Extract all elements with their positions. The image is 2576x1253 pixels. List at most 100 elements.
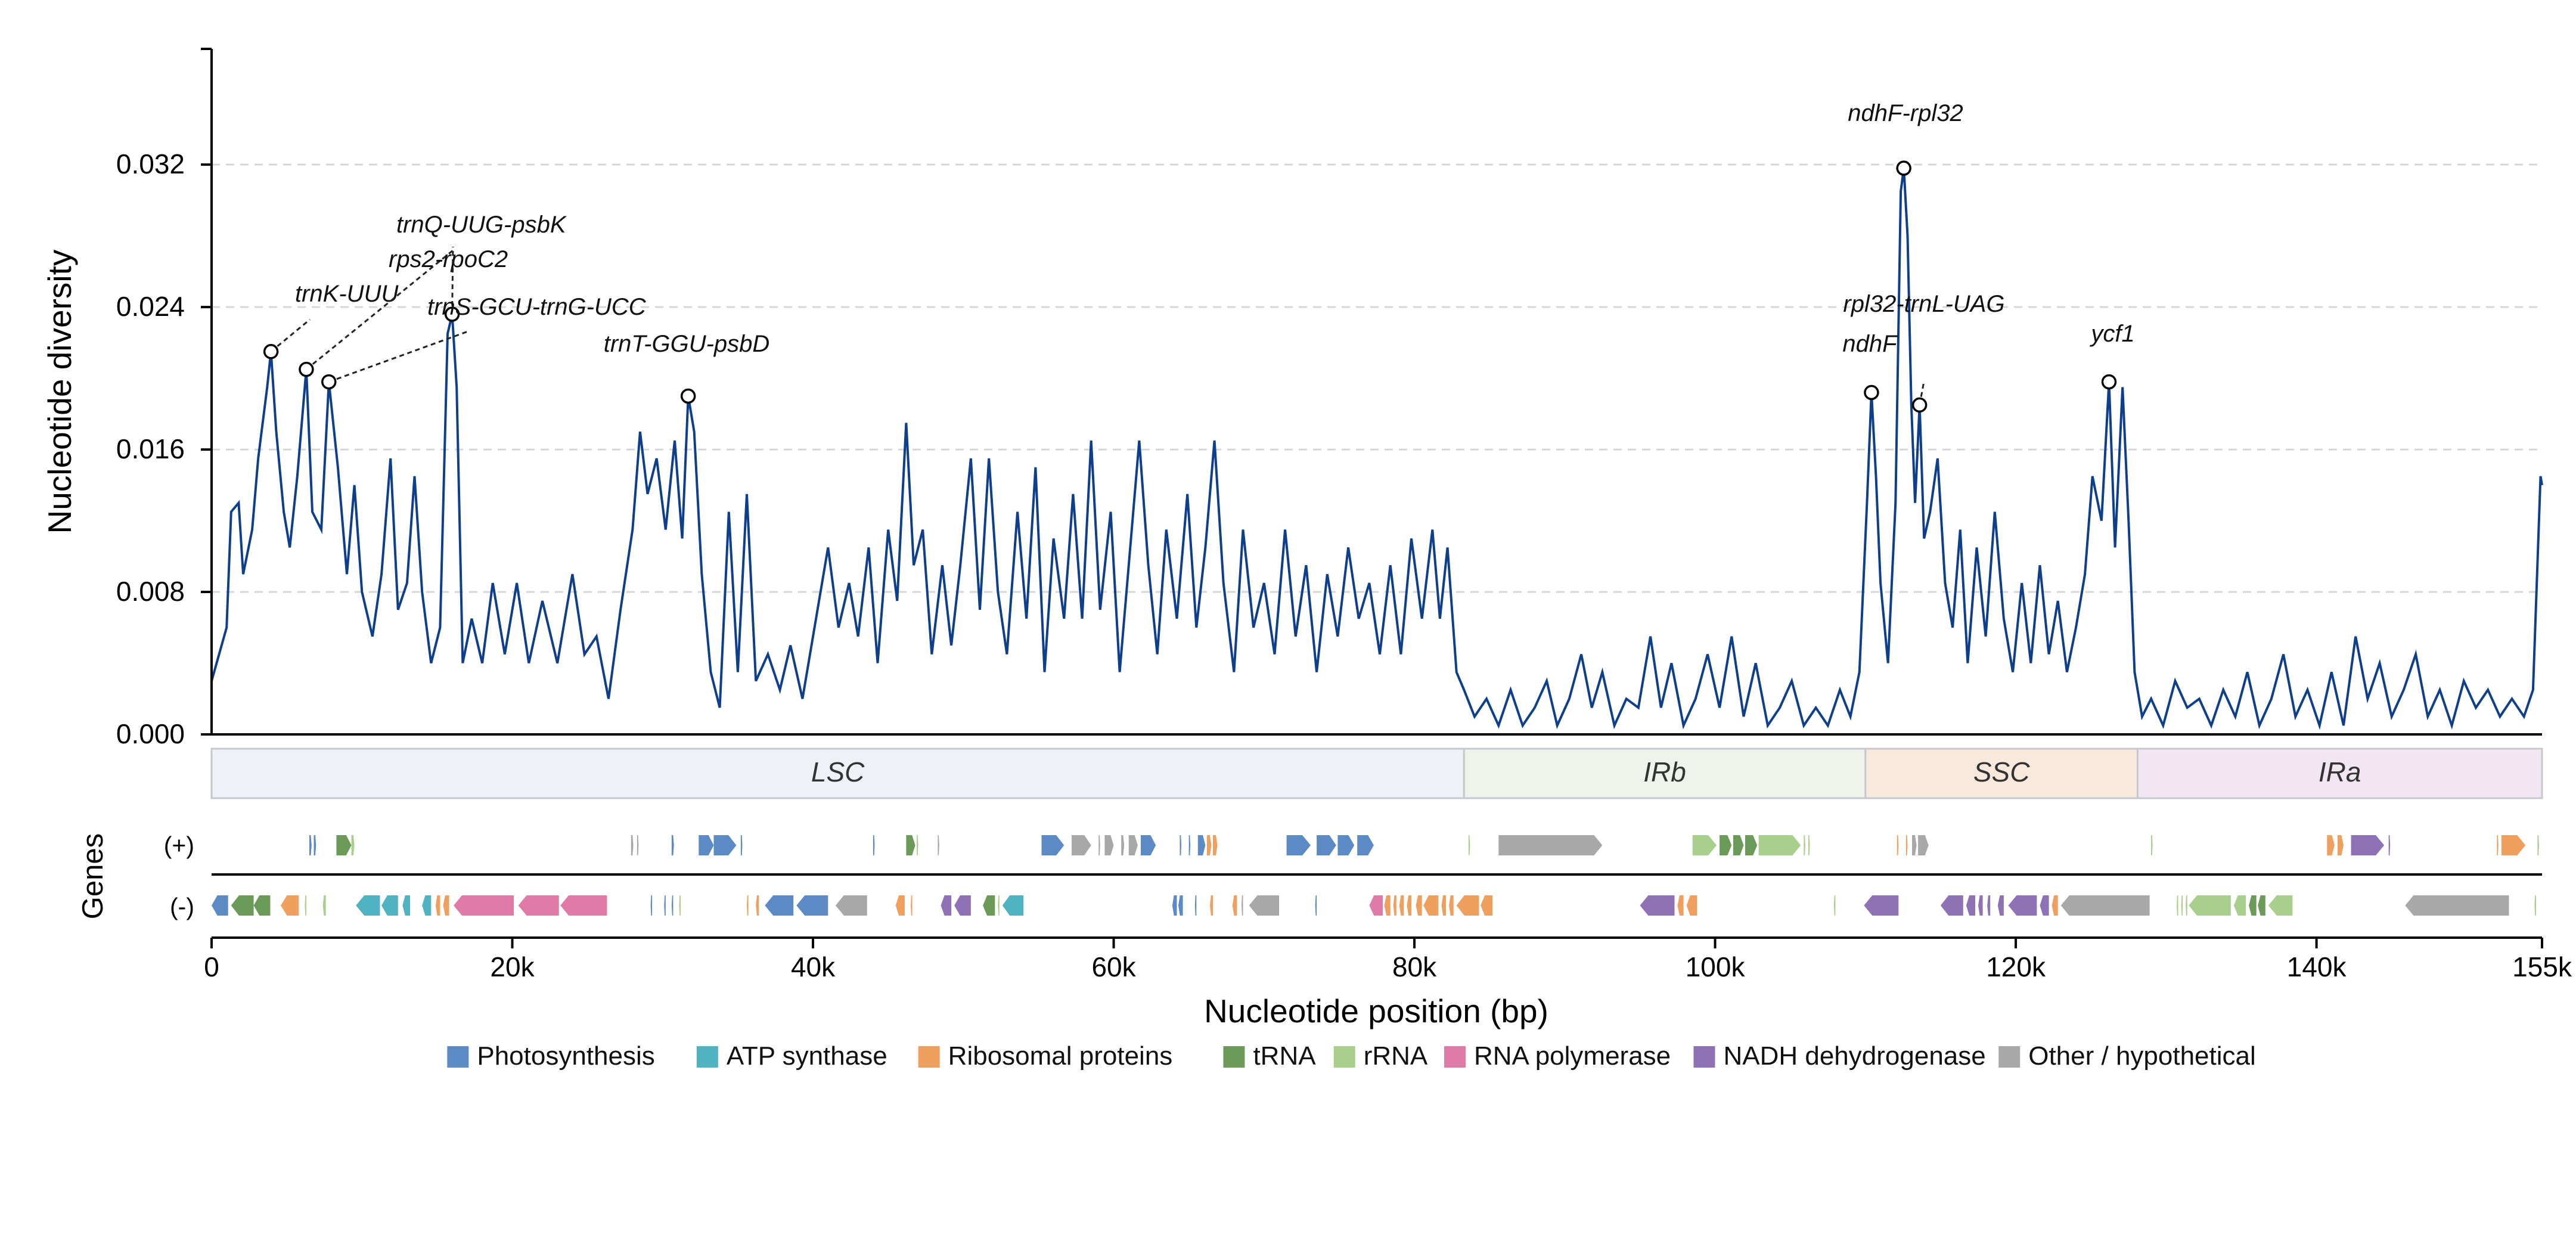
gene-block — [2501, 835, 2526, 855]
y-axis-label: Nucleotide diversity — [41, 249, 78, 534]
y-tick-label: 0.016 — [116, 433, 185, 464]
gene-block — [637, 835, 639, 855]
x-tick-label: 60k — [1091, 951, 1136, 982]
gene-block — [1393, 895, 1396, 916]
legend-label: Photosynthesis — [477, 1041, 654, 1071]
highlight-label: trnT-GGU-psbD — [604, 331, 770, 357]
gene-block — [2534, 895, 2536, 916]
highlight-label: ndhF-rpl32 — [1848, 100, 1963, 126]
highlight-marker — [321, 374, 337, 390]
gene-block — [402, 895, 410, 916]
gene-block — [679, 895, 681, 916]
x-tick-label: 40k — [791, 951, 836, 982]
gene-block — [305, 895, 306, 916]
leader-line — [270, 318, 311, 352]
gene-block — [650, 895, 653, 916]
gene-block — [2268, 895, 2293, 916]
gene-block — [1441, 895, 1446, 916]
gene-block — [895, 895, 905, 916]
gene-block — [699, 835, 714, 855]
gene-block — [796, 895, 828, 916]
gene-block — [983, 895, 995, 916]
gene-block — [911, 895, 913, 916]
highlight-label: trnQ-UUG-psbK — [396, 212, 567, 238]
gene-block — [1128, 835, 1138, 855]
gene-block — [1232, 895, 1237, 916]
gene-block — [998, 895, 1000, 916]
gene-block — [747, 895, 749, 916]
gene-block — [2186, 895, 2187, 916]
leader-line — [451, 246, 454, 315]
legend-swatch — [696, 1046, 718, 1068]
x-tick-label: 80k — [1392, 951, 1437, 982]
highlight-label: trnK-UUU — [295, 281, 399, 307]
gene-block — [1399, 895, 1404, 916]
legend-swatch — [1333, 1046, 1355, 1068]
region-band — [1463, 748, 1867, 799]
gene-block — [1481, 895, 1493, 916]
gene-block — [454, 895, 514, 916]
region-bands: LSC IRb SSC IRa — [210, 748, 2543, 799]
y-tick-label: 0.024 — [116, 291, 185, 322]
gene-block — [2537, 835, 2539, 855]
gene-block — [835, 895, 867, 916]
gene-block — [281, 895, 299, 916]
highlight-marker — [444, 306, 460, 322]
gene-block — [2337, 835, 2344, 855]
gene-block — [1449, 895, 1454, 916]
region-label: IRb — [1643, 756, 1686, 787]
gene-block — [1315, 895, 1317, 916]
gene-block — [560, 895, 607, 916]
genes-label: Genes — [77, 833, 109, 919]
gene-block — [1804, 835, 1805, 855]
gene-block — [1864, 895, 1899, 916]
highlight-label: ndhF — [1842, 331, 1898, 357]
gene-block — [1987, 895, 1991, 916]
x-tick-label: 140k — [2287, 951, 2347, 982]
gene-block — [1141, 835, 1156, 855]
gene-block — [435, 895, 440, 916]
gene-block — [1905, 835, 1908, 855]
legend-swatch — [1444, 1046, 1466, 1068]
gene-block — [1357, 835, 1374, 855]
gene-block — [336, 835, 352, 855]
gene-block — [1720, 835, 1732, 855]
legend: Photosynthesis ATP synthase Ribosomal prot… — [447, 1041, 2256, 1071]
diversity-line — [210, 168, 2543, 730]
gene-block — [322, 895, 326, 916]
gene-block — [938, 835, 939, 855]
gene-block — [1194, 895, 1197, 916]
legend-label: tRNA — [1253, 1041, 1316, 1071]
highlight-label: rpl32-trnL-UAG — [1843, 291, 2004, 317]
gene-block — [1210, 895, 1213, 916]
legend-label: ATP synthase — [727, 1041, 887, 1071]
gene-block — [1337, 835, 1355, 855]
gene-block — [1941, 895, 1963, 916]
gene-block — [1071, 835, 1091, 855]
highlight-marker — [299, 361, 314, 377]
gene-block — [443, 895, 449, 916]
gene-block — [2258, 895, 2265, 916]
gene-block — [1416, 895, 1422, 916]
gene-block — [906, 835, 915, 855]
gene-block — [873, 835, 875, 855]
gene-block — [1197, 835, 1206, 855]
gene-block — [1686, 895, 1697, 916]
gene-block — [1640, 895, 1675, 916]
gene-block — [2233, 895, 2246, 916]
legend-label: Other / hypothetical — [2028, 1041, 2256, 1071]
highlight-label: ycf1 — [2089, 321, 2134, 347]
gene-block — [1677, 895, 1684, 916]
x-tick-label: 155k — [2512, 951, 2572, 982]
gene-block — [713, 835, 737, 855]
legend-swatch — [918, 1046, 940, 1068]
highlight-markers: trnK-UUU rps2-rpoC2 trnQ-UUG-psbK trnS-GCU-… — [263, 100, 2135, 413]
gene-block — [1172, 895, 1177, 916]
gene-block — [756, 895, 759, 916]
gene-block — [1997, 895, 2004, 916]
gene-block — [1213, 835, 1218, 855]
gene-block — [2060, 895, 2150, 916]
gene-block — [2008, 895, 2037, 916]
gene-block — [1978, 895, 1983, 916]
gene-block — [1317, 835, 1336, 855]
